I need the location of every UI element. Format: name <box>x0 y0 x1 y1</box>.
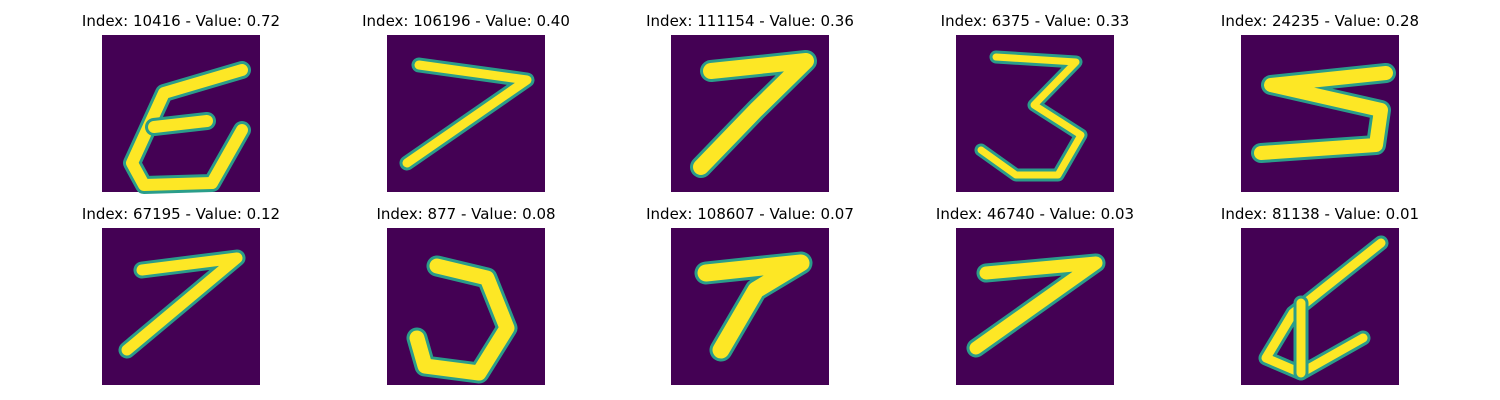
stroke-core <box>402 60 532 168</box>
panel-title: Index: 10416 - Value: 0.72 <box>82 12 280 30</box>
panel-title: Index: 877 - Value: 0.08 <box>376 205 555 223</box>
digit-image <box>671 228 829 385</box>
digit-image <box>102 228 260 385</box>
digit-image <box>102 35 260 194</box>
panel-title: Index: 106196 - Value: 0.40 <box>362 12 570 30</box>
panel-title: Index: 67195 - Value: 0.12 <box>82 205 280 223</box>
stroke-core <box>693 53 814 175</box>
digit-image <box>1241 228 1399 385</box>
stroke-core <box>121 252 243 356</box>
panel-title: Index: 81138 - Value: 0.01 <box>1221 205 1419 223</box>
panel-title: Index: 111154 - Value: 0.36 <box>646 12 854 30</box>
stroke-core <box>148 115 213 133</box>
panel-title: Index: 46740 - Value: 0.03 <box>936 205 1134 223</box>
digit-image <box>956 228 1114 385</box>
panel-title: Index: 24235 - Value: 0.28 <box>1221 12 1419 30</box>
digit-image <box>671 35 829 192</box>
digit-image <box>387 35 545 192</box>
stroke-core <box>1261 238 1386 378</box>
stroke-core <box>977 53 1085 179</box>
stroke-core <box>126 64 248 191</box>
digit-image <box>387 228 545 385</box>
stroke-core <box>969 256 1103 355</box>
stroke-core <box>409 258 515 381</box>
stroke-core <box>1254 66 1393 160</box>
digit-image <box>1241 35 1399 192</box>
panel-title: Index: 6375 - Value: 0.33 <box>941 12 1130 30</box>
stroke-core <box>697 254 810 359</box>
panel-title: Index: 108607 - Value: 0.07 <box>646 205 854 223</box>
digit-image <box>956 35 1114 192</box>
